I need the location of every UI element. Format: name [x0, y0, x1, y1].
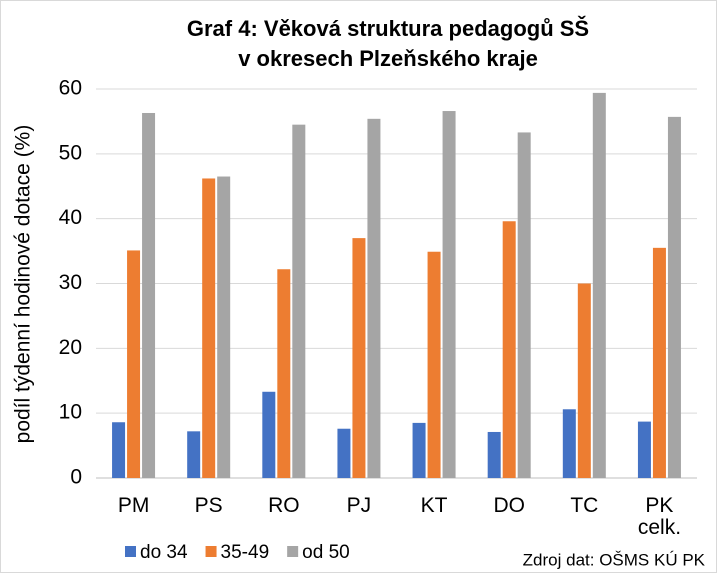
bar — [367, 118, 381, 478]
legend-label: 35-49 — [221, 542, 270, 563]
bar — [412, 422, 426, 478]
y-tick-label: 50 — [59, 141, 82, 164]
y-tick-label: 10 — [59, 401, 82, 424]
bar — [487, 431, 501, 478]
x-tick-label: TC — [570, 494, 599, 517]
bar — [127, 250, 141, 478]
bar — [592, 92, 606, 478]
bar — [112, 422, 126, 478]
x-tick-label: PJ — [346, 494, 372, 517]
y-axis-label: podíl týdenní hodinové dotace (%) — [12, 125, 35, 444]
x-tick-label: PS — [194, 494, 223, 517]
bar — [217, 176, 231, 478]
bar — [337, 428, 351, 478]
y-tick-label: 20 — [59, 336, 82, 359]
y-tick-label: 0 — [70, 466, 82, 489]
x-tick-label: DO — [493, 494, 525, 517]
bar — [652, 247, 666, 478]
bar — [442, 111, 456, 478]
legend-label: od 50 — [302, 542, 350, 563]
x-tick-label: PK celk. — [637, 494, 682, 539]
bar — [202, 178, 216, 478]
source-note: Zdroj dat: OŠMS KÚ PK — [523, 550, 706, 569]
bar — [427, 251, 441, 478]
y-tick-label: 40 — [59, 206, 82, 229]
legend-swatch — [287, 546, 299, 557]
bar — [517, 132, 531, 478]
x-tick-label: KT — [420, 494, 448, 517]
chart-title: Graf 4: Věková struktura pedagogů SŠ — [187, 16, 589, 41]
chart-subtitle: v okresech Plzeňského kraje — [238, 46, 538, 71]
y-tick-label: 30 — [59, 271, 82, 294]
bar — [502, 221, 516, 478]
bar — [667, 116, 681, 479]
bar — [262, 391, 276, 478]
bar — [352, 238, 366, 478]
x-tick-label: PM — [117, 494, 150, 517]
legend-swatch — [205, 546, 217, 557]
bar — [142, 112, 156, 478]
legend-label: do 34 — [140, 542, 188, 563]
legend-swatch — [125, 546, 136, 557]
bar — [292, 124, 306, 479]
y-tick-label: 60 — [59, 77, 82, 100]
bar — [187, 431, 201, 478]
bar — [277, 269, 291, 478]
x-tick-label: RO — [268, 494, 300, 517]
bar — [577, 283, 591, 478]
bar — [562, 409, 576, 478]
bar — [637, 421, 651, 478]
